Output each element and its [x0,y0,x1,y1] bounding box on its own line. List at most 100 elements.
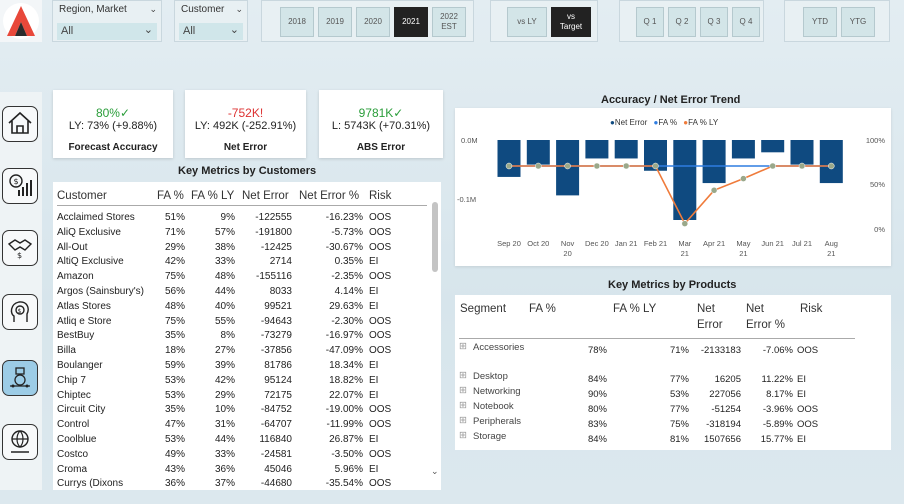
year-2020-button[interactable]: 2020 [356,7,390,37]
net-error-pct-cell: -2.30% [295,316,363,327]
table-row[interactable]: Coolblue 53% 44% 116840 26.87% EI [57,434,427,449]
chevron-down-icon[interactable]: ⌄ [149,4,157,15]
net-error-pct-cell: -47.09% [295,345,363,356]
global-nav-button[interactable] [2,424,38,460]
column-header-net-error-pct[interactable]: Net Error % [299,190,359,202]
supply-chain-nav-button[interactable] [2,360,38,396]
expand-icon[interactable]: ⊞ [459,400,467,411]
scroll-down-icon[interactable]: ⌄ [431,466,439,477]
table-row[interactable]: Control 47% 31% -64707 -11.99% OOS [57,419,427,434]
risk-cell: OOS [369,330,391,341]
sales-nav-button[interactable]: $ [2,230,38,266]
table-row[interactable]: Circuit City 35% 10% -84752 -19.00% OOS [57,404,427,419]
globe-icon [7,428,33,457]
column-header-risk[interactable]: Risk [800,301,822,317]
y2-axis-label: 50% [870,180,885,189]
expand-icon[interactable]: ⊞ [459,385,467,396]
customer-dropdown[interactable]: All ⌄ [179,23,243,40]
x-axis-label: Aug [825,239,838,248]
year-2019-button[interactable]: 2019 [318,7,352,37]
chevron-down-icon[interactable]: ⌄ [235,4,243,15]
year-2022-est-button[interactable]: 2022 EST [432,7,466,37]
column-header-fa-ly[interactable]: FA % LY [613,301,656,317]
table-row[interactable]: Boulanger 59% 39% 81786 18.34% EI [57,360,427,375]
net-error-cell: -122555 [237,212,292,223]
table-row[interactable]: All-Out 29% 38% -12425 -30.67% OOS [57,242,427,257]
table-row[interactable]: Atliq e Store 75% 55% -94643 -2.30% OOS [57,316,427,331]
year-2021-button[interactable]: 2021 [394,7,428,37]
net-error-bar [615,140,638,158]
kpi-subtext: LY: 73% (+9.88%) [53,120,173,132]
customer-name-cell: Acclaimed Stores [57,212,135,223]
column-header-fa-ly[interactable]: FA % LY [191,190,234,202]
quarter-1-button[interactable]: Q 1 [636,7,664,37]
net-error-cell: 2714 [237,256,292,267]
risk-cell: EI [369,256,378,267]
vs-target-button[interactable]: vs Target [551,7,591,37]
customer-name-cell: All-Out [57,242,88,253]
customer-name-cell: Argos (Sainsbury's) [57,286,144,297]
column-header-net-error-pct[interactable]: Net Error % [746,301,792,333]
net-error-pct-cell: 0.35% [295,256,363,267]
net-error-cell: 45046 [237,464,292,475]
fa-ly-cell: 55% [187,316,235,327]
fa-cell: 49% [165,449,185,460]
customer-name-cell: Atliq e Store [57,316,111,327]
expand-icon[interactable]: ⊞ [459,370,467,381]
table-row[interactable]: Croma 43% 36% 45046 5.96% EI [57,464,427,479]
ytd-button[interactable]: YTD [803,7,837,37]
region-market-slicer[interactable]: Region, Market ⌄ All ⌄ [52,0,162,42]
column-header-risk[interactable]: Risk [369,190,391,202]
customer-name-cell: Currys (Dixons [57,478,123,489]
table-row[interactable]: Currys (Dixons 36% 37% -44680 -35.54% OOS [57,478,427,490]
vs-ly-button[interactable]: vs LY [507,7,547,37]
scrollbar-thumb[interactable] [432,202,438,272]
quarter-2-button[interactable]: Q 2 [668,7,696,37]
table-row[interactable]: AliQ Exclusive 71% 57% -191800 -5.73% OOS [57,227,427,242]
table-row[interactable]: AltiQ Exclusive 42% 33% 2714 0.35% EI [57,256,427,271]
table-row[interactable]: Billa 18% 27% -37856 -47.09% OOS [57,345,427,360]
est-label: EST [441,22,457,32]
kpi-subtext: LY: 492K (-252.91%) [185,120,306,132]
column-header-segment[interactable]: Segment [460,301,506,317]
column-header-fa[interactable]: FA % [157,190,184,202]
region-dropdown[interactable]: All ⌄ [57,23,157,40]
fa-cell: 18% [165,345,185,356]
table-row[interactable]: BestBuy 35% 8% -73279 -16.97% OOS [57,330,427,345]
year-2018-button[interactable]: 2018 [280,7,314,37]
table-row[interactable]: Costco 49% 33% -24581 -3.50% OOS [57,449,427,464]
finance-nav-button[interactable]: $ [2,168,38,204]
fa-cell: 35% [165,330,185,341]
table-row[interactable]: Chiptec 53% 29% 72175 22.07% EI [57,390,427,405]
risk-cell: EI [369,390,378,401]
marketing-nav-button[interactable]: $ [2,294,38,330]
customers-table: Customer FA % FA % LY Net Error Net Erro… [53,182,441,490]
quarter-4-button[interactable]: Q 4 [732,7,760,37]
scrollbar[interactable]: ⌄ [432,190,438,480]
column-header-net-error[interactable]: Net Error [242,190,289,202]
ytg-button[interactable]: YTG [841,7,875,37]
customer-slicer[interactable]: Customer ⌄ All ⌄ [174,0,248,42]
expand-icon[interactable]: ⊞ [459,430,467,441]
risk-cell: OOS [369,404,391,415]
fa-ly-point [623,163,629,169]
expand-icon[interactable]: ⊞ [459,415,467,426]
column-header-customer[interactable]: Customer [57,190,107,202]
net-error-pct-cell: 18.34% [295,360,363,371]
home-nav-button[interactable] [2,106,38,142]
risk-cell: EI [369,286,378,297]
expand-icon[interactable]: ⊞ [459,341,467,352]
table-row[interactable]: Acclaimed Stores 51% 9% -122555 -16.23% OOS [57,212,427,227]
column-header-fa[interactable]: FA % [529,301,556,317]
net-error-cell: 227056 [691,389,741,400]
column-header-net-error[interactable]: Net Error [697,301,733,333]
quarter-3-button[interactable]: Q 3 [700,7,728,37]
table-body: Acclaimed Stores 51% 9% -122555 -16.23% OOS Al… [57,212,427,490]
table-row[interactable]: Chip 7 53% 42% 95124 18.82% EI [57,375,427,390]
net-error-pct-cell: -16.23% [295,212,363,223]
fa-ly-cell: 48% [187,271,235,282]
net-error-pct-cell: -11.99% [295,419,363,430]
table-row[interactable]: Amazon 75% 48% -155116 -2.35% OOS [57,271,427,286]
table-row[interactable]: Argos (Sainsbury's) 56% 44% 8033 4.14% EI [57,286,427,301]
table-row[interactable]: Atlas Stores 48% 40% 99521 29.63% EI [57,301,427,316]
